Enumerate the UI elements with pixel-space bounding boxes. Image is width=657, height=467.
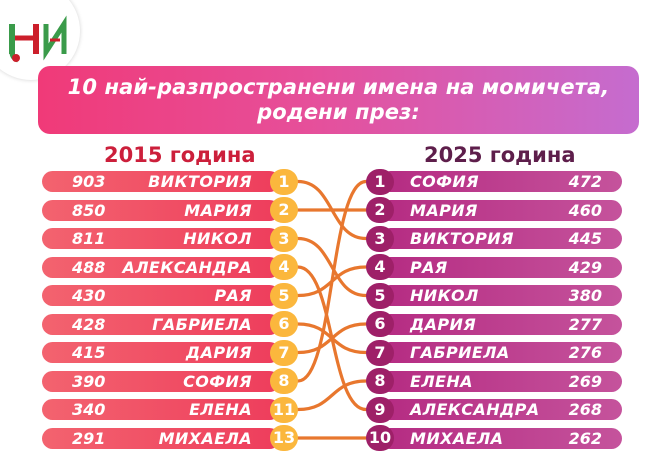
row-2025-7: ГАБРИЕЛА 276 xyxy=(380,342,622,363)
rank-badge-2025: 7 xyxy=(366,339,394,366)
name-2025: РАЯ xyxy=(410,257,448,277)
count-2015: 415 xyxy=(72,343,106,362)
header-2025: 2025 година xyxy=(424,143,576,167)
count-2015: 390 xyxy=(72,371,106,391)
count-2025: 445 xyxy=(568,229,602,248)
row-2025-9: АЛЕКСАНДРА 268 xyxy=(380,399,622,420)
count-2025: 277 xyxy=(568,314,602,334)
rank-badge-2025: 5 xyxy=(366,282,394,309)
row-2015-9: 340 ЕЛЕНА xyxy=(42,399,280,420)
name-2025: ВИКТОРИЯ xyxy=(410,229,514,248)
row-2015-6: 428 ГАБРИЕЛА xyxy=(42,313,280,335)
logo xyxy=(0,0,80,80)
link-8-1 xyxy=(296,179,368,383)
row-2015-7: 415 ДАРИЯ xyxy=(42,342,280,363)
name-2025: ДАРИЯ xyxy=(410,314,477,334)
rank-badge-2015: 13 xyxy=(270,425,298,451)
rank-badge-2025: 1 xyxy=(366,168,394,195)
count-2015: 428 xyxy=(72,314,106,334)
name-2015: ГАБРИЕЛА xyxy=(152,314,252,334)
rank-badge-2025: 3 xyxy=(366,225,394,252)
link-3-5 xyxy=(296,236,368,298)
name-2015: НИКОЛ xyxy=(183,229,252,248)
row-2015-1: 903 ВИКТОРИЯ xyxy=(42,171,280,192)
rank-badge-2025: 9 xyxy=(366,396,394,423)
name-2015: ЕЛЕНА xyxy=(189,400,252,419)
row-2025-8: ЕЛЕНА 269 xyxy=(380,370,622,392)
name-2025: ГАБРИЕЛА xyxy=(410,343,510,362)
name-2015: МАРИЯ xyxy=(184,200,252,220)
row-2015-8: 390 СОФИЯ xyxy=(42,370,280,392)
count-2015: 291 xyxy=(72,428,106,448)
rank-badge-2015: 11 xyxy=(270,396,298,423)
count-2025: 460 xyxy=(568,200,602,220)
name-2015: ВИКТОРИЯ xyxy=(148,172,252,191)
row-2025-3: ВИКТОРИЯ 445 xyxy=(380,228,622,249)
count-2025: 472 xyxy=(568,172,602,191)
count-2015: 903 xyxy=(72,172,106,191)
rank-badge-2015: 5 xyxy=(270,282,298,309)
row-2015-4: 488 АЛЕКСАНДРА xyxy=(42,256,280,278)
name-2025: СОФИЯ xyxy=(410,172,479,191)
count-2025: 380 xyxy=(568,286,602,305)
name-2025: МАРИЯ xyxy=(410,200,478,220)
row-2025-5: НИКОЛ 380 xyxy=(380,285,622,306)
rank-badge-2025: 4 xyxy=(366,254,394,280)
count-2025: 429 xyxy=(568,257,602,277)
rank-badge-2015: 4 xyxy=(270,254,298,280)
rank-badge-2015: 1 xyxy=(270,168,298,195)
row-2025-6: ДАРИЯ 277 xyxy=(380,313,622,335)
rank-badge-2025: 8 xyxy=(366,368,394,394)
rank-badge-2025: 10 xyxy=(366,425,394,451)
count-2015: 850 xyxy=(72,200,106,220)
rank-badge-2015: 6 xyxy=(270,311,298,337)
row-2025-10: МИХАЕЛА 262 xyxy=(380,427,622,449)
rank-badge-2015: 7 xyxy=(270,339,298,366)
rank-badge-2025: 6 xyxy=(366,311,394,337)
name-2015: РАЯ xyxy=(214,286,252,305)
count-2025: 268 xyxy=(568,400,602,419)
name-2015: МИХАЕЛА xyxy=(158,428,252,448)
name-2015: СОФИЯ xyxy=(183,371,252,391)
name-2025: ЕЛЕНА xyxy=(410,371,473,391)
count-2015: 811 xyxy=(72,229,106,248)
name-2025: НИКОЛ xyxy=(410,286,479,305)
name-2015: АЛЕКСАНДРА xyxy=(122,257,252,277)
ni-logo-icon xyxy=(9,15,67,63)
title-line-1: 10 най-разпространени имена на момичета, xyxy=(67,75,610,99)
rank-badge-2015: 3 xyxy=(270,225,298,252)
count-2025: 269 xyxy=(568,371,602,391)
link-7-6 xyxy=(296,322,368,355)
count-2015: 430 xyxy=(72,286,106,305)
count-2025: 262 xyxy=(568,428,602,448)
name-2015: ДАРИЯ xyxy=(185,343,252,362)
name-2025: АЛЕКСАНДРА xyxy=(410,400,540,419)
rank-badge-2025: 2 xyxy=(366,197,394,223)
link-9-8 xyxy=(296,379,368,412)
row-2025-1: СОФИЯ 472 xyxy=(380,171,622,192)
count-2025: 276 xyxy=(568,343,602,362)
row-2015-5: 430 РАЯ xyxy=(42,285,280,306)
title-line-2: родени през: xyxy=(257,100,420,124)
row-2015-2: 850 МАРИЯ xyxy=(42,199,280,221)
rank-badge-2015: 8 xyxy=(270,368,298,394)
row-2015-10: 291 МИХАЕЛА xyxy=(42,427,280,449)
count-2015: 488 xyxy=(72,257,106,277)
title-banner: 10 най-разпространени имена на момичета,… xyxy=(38,66,639,134)
row-2015-3: 811 НИКОЛ xyxy=(42,228,280,249)
name-2025: МИХАЕЛА xyxy=(410,428,504,448)
header-2015: 2015 година xyxy=(104,143,256,167)
rank-badge-2015: 2 xyxy=(270,197,298,223)
row-2025-2: МАРИЯ 460 xyxy=(380,199,622,221)
count-2015: 340 xyxy=(72,400,106,419)
row-2025-4: РАЯ 429 xyxy=(380,256,622,278)
